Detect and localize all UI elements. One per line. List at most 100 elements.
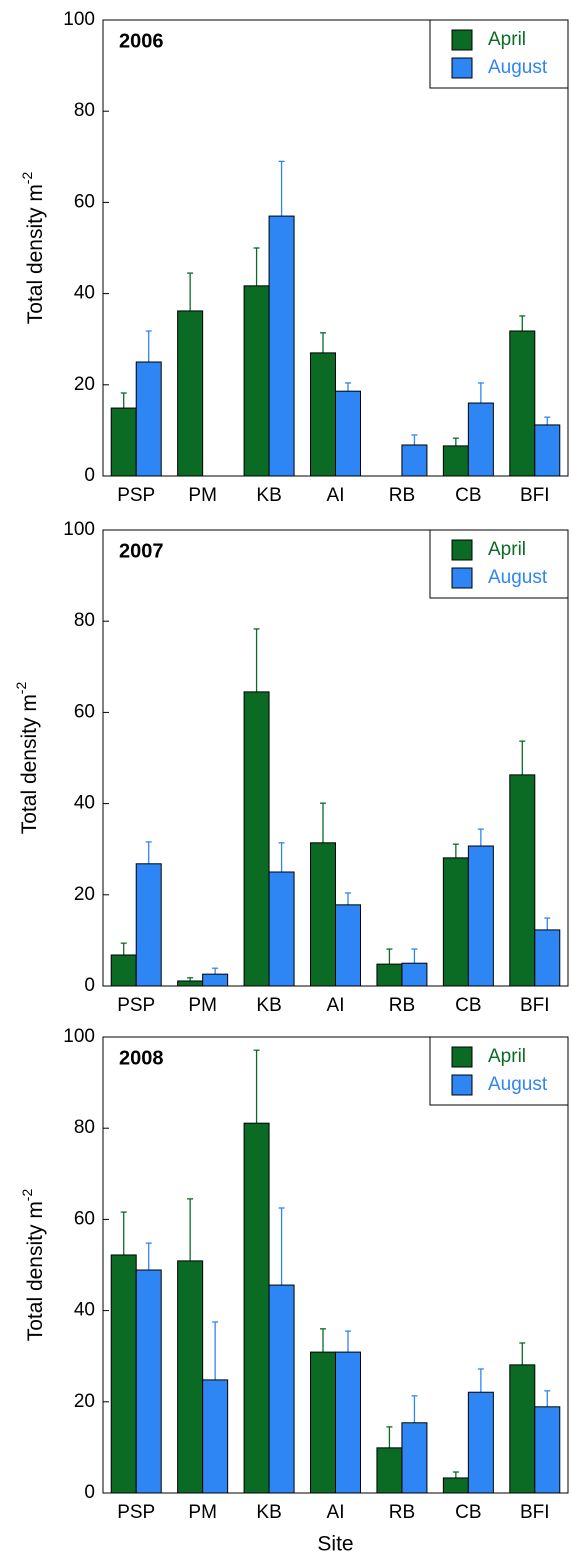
x-tick-label: PM bbox=[188, 1502, 217, 1523]
bar bbox=[509, 1364, 536, 1494]
x-tick-label: CB bbox=[455, 1502, 481, 1523]
y-tick-label: 40 bbox=[74, 1300, 95, 1321]
x-tick-label: AI bbox=[327, 1502, 345, 1523]
bar bbox=[268, 1284, 295, 1494]
y-tick-label: 100 bbox=[63, 9, 95, 30]
x-tick-label: KB bbox=[256, 995, 281, 1016]
y-tick-label: 20 bbox=[74, 374, 95, 395]
bar bbox=[467, 845, 494, 987]
legend-label: August bbox=[488, 1074, 548, 1095]
chart-title: 2006 bbox=[119, 30, 164, 52]
y-tick-label: 80 bbox=[74, 610, 95, 631]
x-tick-label: PSP bbox=[117, 1502, 155, 1523]
bar bbox=[110, 954, 137, 987]
chart-title: 2007 bbox=[119, 540, 164, 562]
y-axis-label: Total density m-2 bbox=[13, 682, 41, 835]
x-tick-label: PSP bbox=[117, 995, 155, 1016]
y-axis-label-text: Total density m bbox=[18, 694, 41, 834]
plot-frame bbox=[102, 1036, 569, 1494]
x-tick-label: BFI bbox=[520, 1502, 550, 1523]
legend-swatch bbox=[451, 567, 473, 589]
bar bbox=[401, 962, 428, 987]
bar bbox=[202, 973, 229, 987]
x-tick-label: BFI bbox=[520, 995, 550, 1016]
plot-frame bbox=[102, 529, 569, 987]
legend-swatch bbox=[451, 57, 473, 79]
bar bbox=[509, 330, 536, 477]
bar bbox=[467, 402, 494, 477]
legend-swatch bbox=[451, 1074, 473, 1096]
y-axis-label: Total density m-2 bbox=[19, 172, 47, 325]
bar bbox=[442, 857, 469, 987]
bar bbox=[177, 1260, 204, 1494]
bar bbox=[335, 904, 361, 987]
y-axis-label-text: Total density m bbox=[24, 1201, 47, 1341]
bar bbox=[177, 310, 204, 477]
bar bbox=[268, 215, 295, 477]
bar bbox=[467, 1391, 494, 1494]
legend-label: April bbox=[488, 539, 526, 560]
bar bbox=[534, 929, 561, 987]
y-tick-label: 100 bbox=[63, 1026, 95, 1047]
bar bbox=[376, 1447, 403, 1494]
legend-swatch bbox=[451, 29, 473, 51]
y-tick-label: 0 bbox=[84, 1482, 95, 1503]
y-tick-label: 60 bbox=[74, 701, 95, 722]
x-tick-label: AI bbox=[327, 485, 345, 506]
x-tick-label: BFI bbox=[520, 485, 550, 506]
x-tick-label: AI bbox=[327, 995, 345, 1016]
bar bbox=[243, 691, 270, 987]
bar bbox=[534, 1406, 561, 1494]
bar bbox=[243, 1122, 270, 1494]
y-axis-label: Total density m-2 bbox=[19, 1189, 47, 1342]
y-tick-label: 60 bbox=[74, 1208, 95, 1229]
plot-frame bbox=[102, 19, 569, 477]
bar bbox=[509, 774, 536, 987]
y-tick-label: 0 bbox=[84, 465, 95, 486]
x-tick-label: CB bbox=[455, 485, 481, 506]
bar bbox=[110, 407, 137, 477]
y-axis-label-sup: -2 bbox=[13, 682, 29, 695]
bar bbox=[534, 424, 561, 477]
y-axis-label-text: Total density m bbox=[24, 184, 47, 324]
x-tick-label: PSP bbox=[117, 485, 155, 506]
bar bbox=[401, 444, 428, 477]
x-tick-label: CB bbox=[455, 995, 481, 1016]
y-axis-label-sup: -2 bbox=[19, 172, 35, 185]
bar bbox=[442, 1477, 469, 1494]
y-tick-label: 20 bbox=[74, 884, 95, 905]
legend-label: April bbox=[488, 1046, 526, 1067]
bar bbox=[310, 1351, 336, 1494]
legend-swatch bbox=[451, 1046, 473, 1068]
bar bbox=[135, 863, 162, 987]
bar bbox=[335, 390, 361, 477]
bar bbox=[310, 352, 336, 477]
chart-title: 2008 bbox=[119, 1047, 164, 1069]
x-tick-label: KB bbox=[256, 1502, 281, 1523]
y-tick-label: 20 bbox=[74, 1391, 95, 1412]
x-tick-label: RB bbox=[389, 995, 415, 1016]
bar bbox=[310, 842, 336, 987]
y-tick-label: 0 bbox=[84, 975, 95, 996]
y-tick-label: 60 bbox=[74, 191, 95, 212]
bar bbox=[376, 963, 403, 987]
x-axis-label: Site bbox=[317, 1533, 353, 1556]
x-tick-label: RB bbox=[389, 485, 415, 506]
y-tick-label: 40 bbox=[74, 283, 95, 304]
legend-swatch bbox=[451, 539, 473, 561]
bar bbox=[135, 1269, 162, 1494]
bar bbox=[268, 871, 295, 987]
y-axis-label-sup: -2 bbox=[19, 1189, 35, 1202]
x-tick-label: PM bbox=[188, 485, 217, 506]
y-tick-label: 100 bbox=[63, 519, 95, 540]
bar bbox=[135, 361, 162, 477]
y-tick-label: 40 bbox=[74, 793, 95, 814]
bar bbox=[243, 285, 270, 477]
bar bbox=[401, 1422, 428, 1494]
legend-label: August bbox=[488, 567, 548, 588]
bar bbox=[110, 1254, 137, 1494]
bar bbox=[177, 980, 204, 987]
x-tick-label: RB bbox=[389, 1502, 415, 1523]
legend-label: August bbox=[488, 57, 548, 78]
